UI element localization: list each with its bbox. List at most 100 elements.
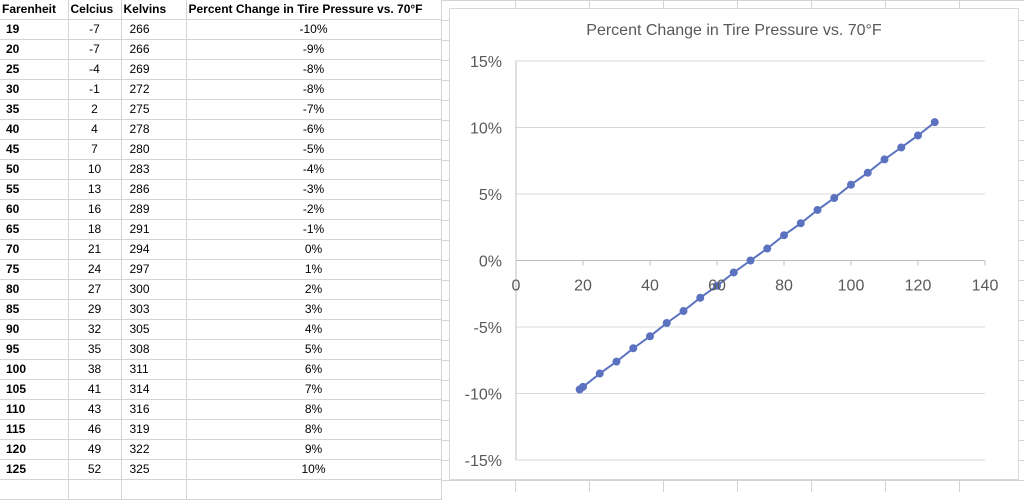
cell-percent-change[interactable]: 3% [186,299,442,320]
cell-farenheit[interactable]: 75 [0,259,69,280]
cell-farenheit[interactable]: 50 [0,159,69,180]
cell-celcius[interactable]: 13 [68,179,122,200]
cell-farenheit[interactable]: 85 [0,299,69,320]
empty-cell[interactable] [68,479,122,500]
cell-farenheit[interactable]: 35 [0,99,69,120]
cell-kelvins[interactable]: 305 [121,319,187,340]
header-celcius[interactable]: Celcius [68,0,122,20]
cell-kelvins[interactable]: 300 [121,279,187,300]
cell-percent-change[interactable]: 4% [186,319,442,340]
header-percent-change[interactable]: Percent Change in Tire Pressure vs. 70°F [186,0,442,20]
cell-celcius[interactable]: 35 [68,339,122,360]
cell-percent-change[interactable]: -4% [186,159,442,180]
cell-kelvins[interactable]: 272 [121,79,187,100]
cell-celcius[interactable]: -7 [68,39,122,60]
cell-farenheit[interactable]: 110 [0,399,69,420]
cell-percent-change[interactable]: -5% [186,139,442,160]
cell-kelvins[interactable]: 275 [121,99,187,120]
cell-kelvins[interactable]: 266 [121,39,187,60]
cell-celcius[interactable]: 18 [68,219,122,240]
cell-percent-change[interactable]: -6% [186,119,442,140]
cell-celcius[interactable]: 4 [68,119,122,140]
cell-farenheit[interactable]: 100 [0,359,69,380]
empty-cell[interactable] [0,479,69,500]
cell-celcius[interactable]: 7 [68,139,122,160]
cell-percent-change[interactable]: 5% [186,339,442,360]
cell-celcius[interactable]: 24 [68,259,122,280]
cell-celcius[interactable]: 43 [68,399,122,420]
cell-farenheit[interactable]: 80 [0,279,69,300]
cell-celcius[interactable]: 38 [68,359,122,380]
cell-kelvins[interactable]: 278 [121,119,187,140]
cell-farenheit[interactable]: 105 [0,379,69,400]
cell-percent-change[interactable]: -10% [186,19,442,40]
cell-percent-change[interactable]: 1% [186,259,442,280]
chart-area[interactable]: Percent Change in Tire Pressure vs. 70°F… [449,8,1019,480]
cell-kelvins[interactable]: 311 [121,359,187,380]
cell-farenheit[interactable]: 125 [0,459,69,480]
header-farenheit[interactable]: Farenheit [0,0,69,20]
cell-farenheit[interactable]: 55 [0,179,69,200]
cell-kelvins[interactable]: 294 [121,239,187,260]
cell-kelvins[interactable]: 322 [121,439,187,460]
cell-percent-change[interactable]: -3% [186,179,442,200]
cell-celcius[interactable]: -4 [68,59,122,80]
cell-percent-change[interactable]: 8% [186,419,442,440]
cell-celcius[interactable]: 29 [68,299,122,320]
cell-celcius[interactable]: -1 [68,79,122,100]
cell-celcius[interactable]: 16 [68,199,122,220]
cell-kelvins[interactable]: 325 [121,459,187,480]
cell-farenheit[interactable]: 65 [0,219,69,240]
cell-percent-change[interactable]: 0% [186,239,442,260]
cell-celcius[interactable]: -7 [68,19,122,40]
cell-kelvins[interactable]: 280 [121,139,187,160]
cell-kelvins[interactable]: 303 [121,299,187,320]
cell-percent-change[interactable]: 10% [186,459,442,480]
cell-celcius[interactable]: 10 [68,159,122,180]
cell-percent-change[interactable]: -2% [186,199,442,220]
cell-kelvins[interactable]: 297 [121,259,187,280]
cell-kelvins[interactable]: 291 [121,219,187,240]
cell-percent-change[interactable]: 9% [186,439,442,460]
cell-percent-change[interactable]: -7% [186,99,442,120]
cell-percent-change[interactable]: 7% [186,379,442,400]
cell-celcius[interactable]: 32 [68,319,122,340]
cell-celcius[interactable]: 52 [68,459,122,480]
cell-celcius[interactable]: 27 [68,279,122,300]
cell-celcius[interactable]: 2 [68,99,122,120]
empty-cell[interactable] [186,479,442,500]
cell-farenheit[interactable]: 95 [0,339,69,360]
cell-percent-change[interactable]: -8% [186,59,442,80]
cell-farenheit[interactable]: 115 [0,419,69,440]
cell-farenheit[interactable]: 30 [0,79,69,100]
cell-percent-change[interactable]: -8% [186,79,442,100]
cell-kelvins[interactable]: 314 [121,379,187,400]
cell-percent-change[interactable]: -1% [186,219,442,240]
cell-farenheit[interactable]: 120 [0,439,69,460]
cell-farenheit[interactable]: 45 [0,139,69,160]
cell-farenheit[interactable]: 25 [0,59,69,80]
cell-celcius[interactable]: 49 [68,439,122,460]
cell-kelvins[interactable]: 308 [121,339,187,360]
cell-percent-change[interactable]: 6% [186,359,442,380]
cell-farenheit[interactable]: 70 [0,239,69,260]
cell-kelvins[interactable]: 286 [121,179,187,200]
cell-farenheit[interactable]: 90 [0,319,69,340]
cell-kelvins[interactable]: 316 [121,399,187,420]
cell-percent-change[interactable]: -9% [186,39,442,60]
cell-kelvins[interactable]: 269 [121,59,187,80]
header-kelvins[interactable]: Kelvins [121,0,187,20]
cell-farenheit[interactable]: 40 [0,119,69,140]
cell-kelvins[interactable]: 319 [121,419,187,440]
cell-farenheit[interactable]: 19 [0,19,69,40]
cell-kelvins[interactable]: 266 [121,19,187,40]
cell-farenheit[interactable]: 20 [0,39,69,60]
cell-kelvins[interactable]: 289 [121,199,187,220]
cell-celcius[interactable]: 46 [68,419,122,440]
cell-farenheit[interactable]: 60 [0,199,69,220]
cell-celcius[interactable]: 21 [68,239,122,260]
cell-kelvins[interactable]: 283 [121,159,187,180]
empty-cell[interactable] [121,479,187,500]
cell-percent-change[interactable]: 8% [186,399,442,420]
cell-celcius[interactable]: 41 [68,379,122,400]
